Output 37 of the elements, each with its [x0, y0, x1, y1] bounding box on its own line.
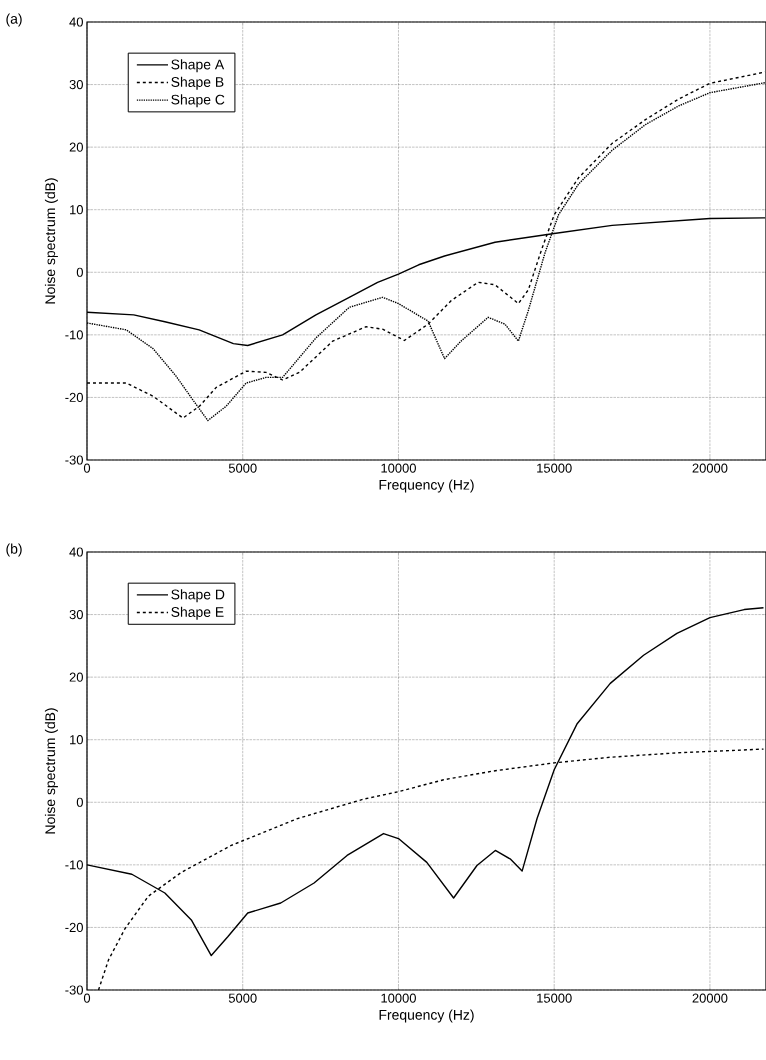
legend-label: Shape C [171, 94, 225, 108]
legend-label: Shape D [171, 589, 225, 603]
x-tick-label: 0 [83, 993, 91, 1003]
x-tick-label: 15000 [537, 463, 572, 473]
y-tick-label: 20 [69, 142, 83, 152]
x-tick-label: 5000 [228, 993, 257, 1003]
x-tick-label: 20000 [692, 993, 728, 1003]
y-tick-label: 40 [69, 17, 83, 27]
x-tick-label: 0 [83, 463, 91, 473]
y-tick-label: -20 [65, 392, 83, 402]
legend-label: Shape A [171, 59, 225, 73]
y-tick-label: -10 [65, 860, 83, 870]
y-tick-label: -30 [65, 455, 83, 465]
x-tick-label: 10000 [381, 993, 416, 1003]
x-axis-title: Frequency (Hz) [379, 1009, 474, 1023]
x-tick-label: 20000 [692, 463, 728, 473]
y-tick-label: 30 [69, 609, 83, 620]
y-tick-label: -10 [65, 330, 83, 340]
y-tick-label: 20 [69, 672, 83, 682]
y-tick-label: -30 [65, 985, 83, 995]
y-axis-title: Noise spectrum (dB) [44, 178, 58, 304]
x-tick-label: 15000 [537, 993, 572, 1003]
x-axis-title: Frequency (Hz) [379, 479, 474, 493]
chart-title: (a) [6, 13, 22, 27]
y-tick-label: 10 [70, 735, 83, 745]
x-tick-label: 5000 [228, 463, 257, 473]
y-tick-label: 0 [76, 797, 83, 807]
y-tick-label: 30 [69, 79, 83, 90]
legend-label: Shape B [171, 76, 224, 90]
legend-label: Shape E [171, 606, 224, 620]
y-tick-label: -20 [65, 922, 83, 932]
y-tick-label: 40 [69, 547, 83, 557]
chart-title: (b) [6, 543, 22, 557]
y-tick-label: 10 [70, 205, 83, 215]
y-tick-label: 0 [76, 267, 83, 277]
y-axis-title: Noise spectrum (dB) [44, 708, 58, 834]
x-tick-label: 10000 [381, 463, 416, 473]
